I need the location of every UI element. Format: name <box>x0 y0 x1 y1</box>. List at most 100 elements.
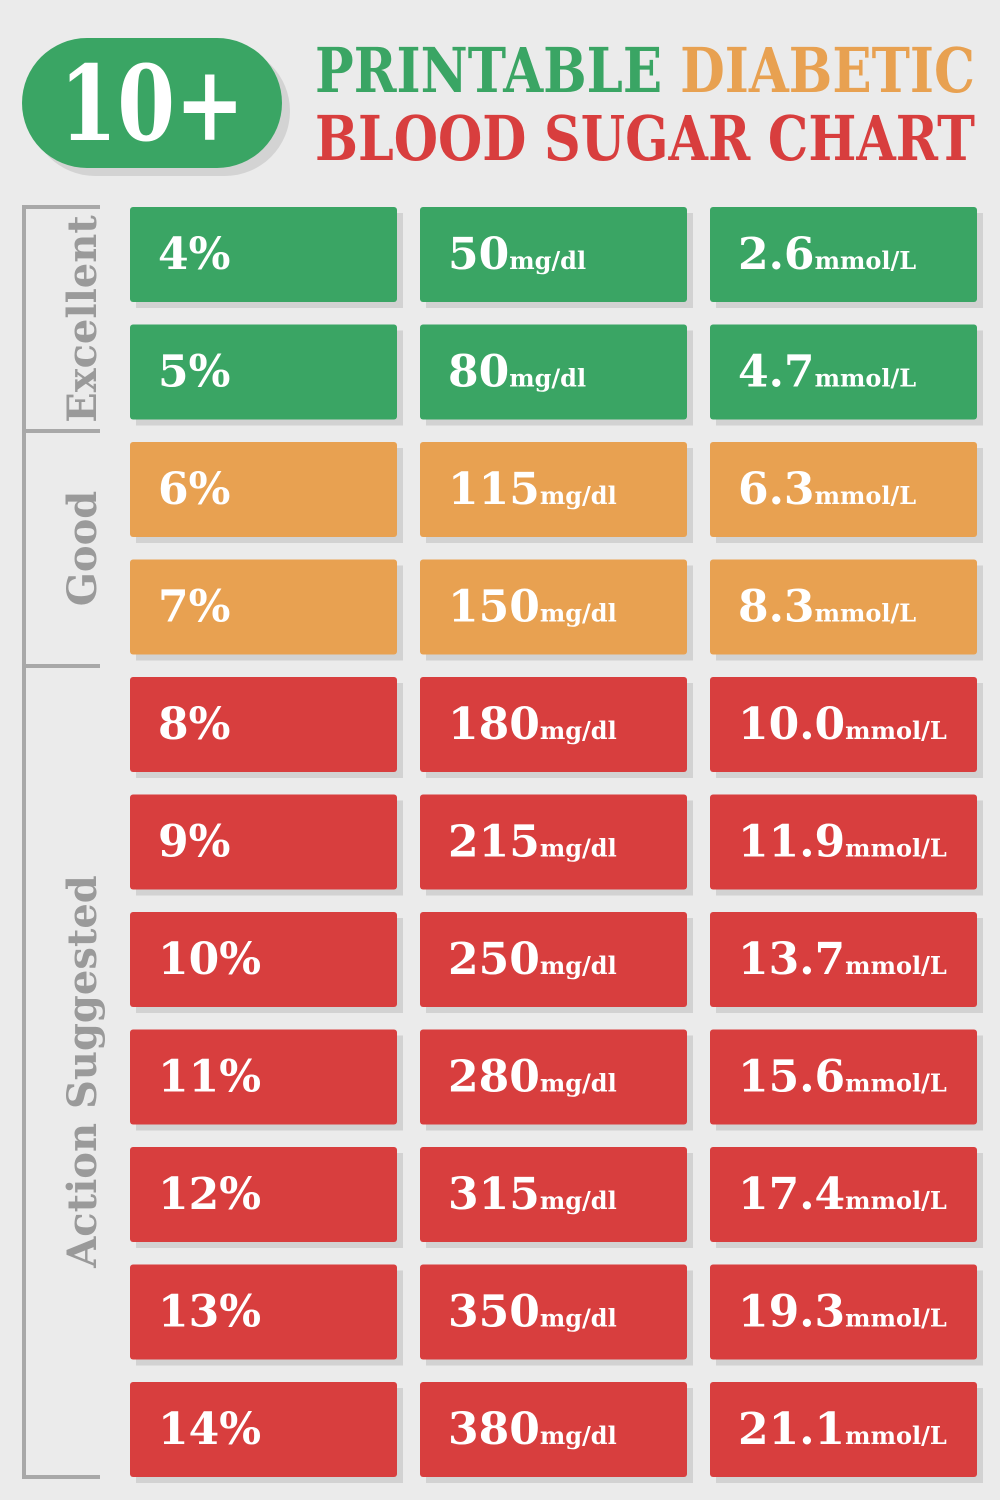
value: 215 <box>448 817 540 868</box>
value: 80 <box>448 347 509 398</box>
value: 19.3 <box>738 1287 845 1338</box>
value: 250 <box>448 934 540 985</box>
mmol-value: 15.6mmol/L <box>738 1052 947 1103</box>
value: 380 <box>448 1404 540 1455</box>
unit: mmol/L <box>845 1186 947 1215</box>
unit: mmol/L <box>845 716 947 745</box>
a1c-value: 5% <box>158 347 230 398</box>
mg-value: 315mg/dl <box>448 1169 617 1220</box>
unit: mmol/L <box>815 599 917 628</box>
a1c-value: 7% <box>158 582 230 633</box>
value: 2.6 <box>738 229 815 280</box>
badge <box>22 38 282 168</box>
mmol-value: 19.3mmol/L <box>738 1287 947 1338</box>
a1c-value: 9% <box>158 817 230 868</box>
value: 11.9 <box>738 817 845 868</box>
unit: mg/dl <box>509 364 586 393</box>
cell <box>420 207 687 302</box>
value: 280 <box>448 1052 540 1103</box>
title-line-1: PRINTABLE DIABETIC <box>315 34 975 107</box>
cell <box>710 324 977 420</box>
unit: mmol/L <box>845 1304 947 1333</box>
unit: mmol/L <box>815 246 917 275</box>
a1c-value: 13% <box>158 1287 261 1338</box>
unit: mg/dl <box>540 1186 617 1215</box>
group-label: Good <box>59 491 106 607</box>
mmol-value: 6.3mmol/L <box>738 464 916 515</box>
cell <box>130 912 397 1007</box>
a1c-value: 4% <box>158 229 230 280</box>
cell <box>420 1147 687 1242</box>
cell <box>710 794 977 890</box>
cell <box>710 442 977 537</box>
cell <box>420 677 687 772</box>
a1c-value: 6% <box>158 464 230 515</box>
cell <box>710 207 977 302</box>
cell <box>420 912 687 1007</box>
unit: mmol/L <box>815 364 917 393</box>
a1c-value: 14% <box>158 1404 261 1455</box>
value: 4.7 <box>738 347 815 398</box>
value: 115 <box>448 464 540 515</box>
cell <box>420 442 687 537</box>
mg-value: 80mg/dl <box>448 347 586 398</box>
value: 50 <box>448 229 509 280</box>
title-part: DIABETIC <box>680 34 975 107</box>
value: 13.7 <box>738 934 845 985</box>
cell <box>130 1382 397 1477</box>
cell <box>710 1382 977 1477</box>
value: 150 <box>448 582 540 633</box>
cell <box>420 1264 687 1360</box>
cell <box>130 442 397 537</box>
cell <box>130 1264 397 1360</box>
unit: mmol/L <box>845 1069 947 1098</box>
mg-value: 350mg/dl <box>448 1287 617 1338</box>
cell <box>420 1382 687 1477</box>
cell <box>710 1029 977 1125</box>
cell <box>130 794 397 890</box>
unit: mg/dl <box>540 834 617 863</box>
mg-value: 380mg/dl <box>448 1404 617 1455</box>
cell <box>130 324 397 420</box>
value: 15.6 <box>738 1052 845 1103</box>
unit: mmol/L <box>845 834 947 863</box>
unit: mmol/L <box>845 1421 947 1450</box>
group-label: Excellent <box>59 215 106 423</box>
unit: mg/dl <box>540 951 617 980</box>
cell <box>130 207 397 302</box>
mmol-value: 8.3mmol/L <box>738 582 916 633</box>
mg-value: 50mg/dl <box>448 229 586 280</box>
value: 17.4 <box>738 1169 845 1220</box>
unit: mg/dl <box>540 481 617 510</box>
mmol-value: 17.4mmol/L <box>738 1169 947 1220</box>
value: 10.0 <box>738 699 845 750</box>
mmol-value: 4.7mmol/L <box>738 347 916 398</box>
unit: mmol/L <box>845 951 947 980</box>
mg-value: 250mg/dl <box>448 934 617 985</box>
cell <box>130 1029 397 1125</box>
mg-value: 115mg/dl <box>448 464 617 515</box>
a1c-value: 12% <box>158 1169 261 1220</box>
mmol-value: 13.7mmol/L <box>738 934 947 985</box>
cell <box>710 1264 977 1360</box>
mmol-value: 10.0mmol/L <box>738 699 947 750</box>
mmol-value: 21.1mmol/L <box>738 1404 947 1455</box>
cell <box>420 324 687 420</box>
unit: mmol/L <box>815 481 917 510</box>
cell <box>130 677 397 772</box>
a1c-value: 11% <box>158 1052 261 1103</box>
unit: mg/dl <box>540 1421 617 1450</box>
value: 6.3 <box>738 464 815 515</box>
cell <box>420 794 687 890</box>
cell <box>420 559 687 655</box>
a1c-value: 10% <box>158 934 261 985</box>
a1c-value: 8% <box>158 699 230 750</box>
value: 8.3 <box>738 582 815 633</box>
mg-value: 180mg/dl <box>448 699 617 750</box>
unit: mg/dl <box>540 716 617 745</box>
cell <box>710 559 977 655</box>
value: 180 <box>448 699 540 750</box>
group-label: Action Suggested <box>59 875 106 1269</box>
cell <box>710 912 977 1007</box>
